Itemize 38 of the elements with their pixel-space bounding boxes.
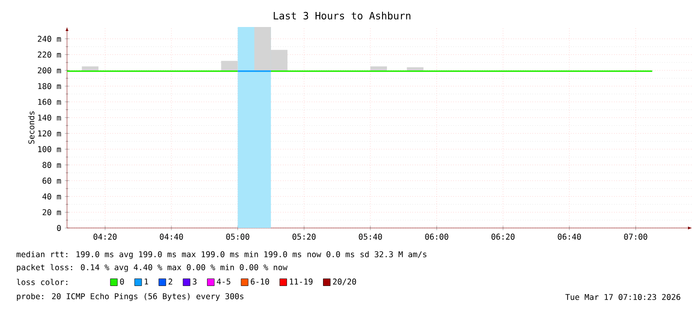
legend-label: 4-5 <box>216 278 230 285</box>
y-tick-label: 140 m <box>38 114 61 121</box>
y-tick-label: 0 <box>57 224 61 232</box>
legend-label: 3 <box>192 278 196 285</box>
y-tick-label: 180 m <box>38 83 61 90</box>
chart-title: Last 3 Hours to Ashburn <box>274 12 410 20</box>
x-tick-label: 04:40 <box>160 234 183 240</box>
legend-label: 2 <box>168 278 172 284</box>
x-tick-label: 06:20 <box>492 234 515 240</box>
y-tick-label: 80 m <box>42 162 61 168</box>
x-tick-label: 04:20 <box>94 234 117 240</box>
y-tick-label: 20 m <box>42 209 61 216</box>
y-tick-label: 160 m <box>38 98 61 105</box>
y-tick-label: 60 m <box>42 178 61 184</box>
text: probe: 20 ICMP Echo Pings (56 Bytes) every 300s <box>16 293 244 301</box>
y-tick-label: 220 m <box>38 52 61 58</box>
y-tick-label: 240 m <box>38 36 61 42</box>
x-tick-label: 05:20 <box>292 234 316 240</box>
legend-label: 11-19 <box>290 278 313 285</box>
legend-label: 6-10 <box>250 278 270 285</box>
text: median rtt: 199.0 ms avg 199.0 ms max 199.0 ms min 199.0 ms now 0.0 ms sd 32.3 M am/s <box>16 251 426 259</box>
x-tick-label: 06:00 <box>425 234 448 240</box>
x-tick-label: 07:00 <box>624 234 648 240</box>
legend-title: loss color: <box>16 278 68 286</box>
text: Tue Mar 17 07:10:23 2026 <box>565 294 680 300</box>
legend-label: 20/20 <box>333 278 356 286</box>
x-tick-label: 06:40 <box>558 234 581 240</box>
x-tick-label: 05:40 <box>358 234 382 240</box>
text: packet loss: 0.14 % avg 4.40 % max 0.00 % min 0.00 % now <box>16 264 288 272</box>
y-tick-label: 100 m <box>38 146 61 152</box>
bar <box>221 60 238 72</box>
legend-label: 0 <box>120 278 124 285</box>
y-axis-title: Seconds <box>28 111 34 144</box>
y-tick-label: 200 m <box>38 67 61 74</box>
legend-label: 1 <box>144 278 148 284</box>
y-tick-label: 40 m <box>42 193 61 200</box>
x-tick-label: 05:00 <box>226 234 250 240</box>
y-tick-label: 120 m <box>38 130 61 136</box>
